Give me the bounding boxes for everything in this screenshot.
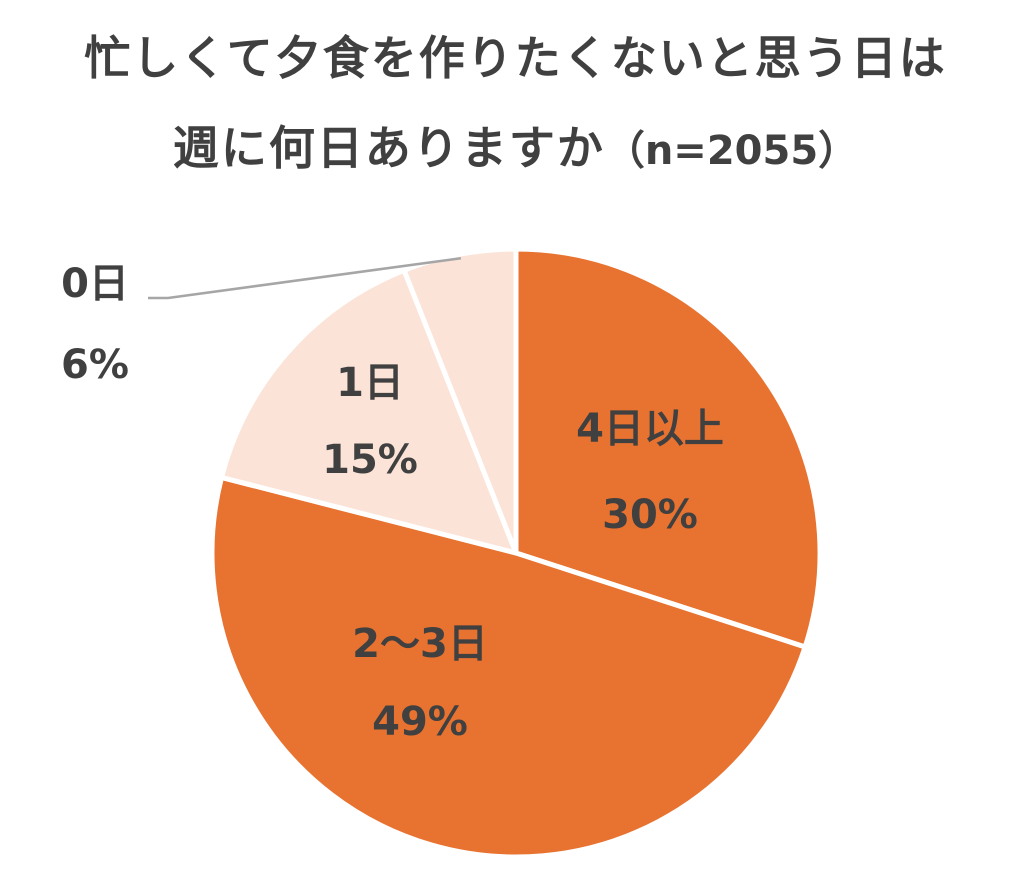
slice-category-label: 2～3日 [352,621,488,667]
pie-slice-4 [401,246,519,556]
slice-percent-label: 6% [61,342,129,388]
pie-slice-2 [209,474,808,860]
leader-line [148,256,462,300]
slice-percent-label: 49% [372,699,468,745]
chart-title-line-1: 忙しくて夕食を作りたくないと思う日は [84,31,947,85]
slice-category-label: 1日 [336,360,404,406]
sample-size-label: （n=2055） [604,128,859,174]
leader-lines [148,256,462,300]
slice-category-label: 0日 [61,261,129,307]
pie-slice-1 [513,246,823,650]
slice-labels: 4日以上 30% 2～3日 49% 1日 15% 0日 6% [61,261,724,745]
pie-slices [209,246,823,860]
slice-percent-label: 15% [322,437,418,483]
chart-title-question: 週に何日ありますか [172,121,605,175]
slice-category-label: 4日以上 [576,406,724,452]
slice-percent-label: 30% [602,492,698,538]
pie-slice-3 [219,267,519,556]
chart-title-line-2: 週に何日ありますか（n=2055） [0,112,1031,178]
